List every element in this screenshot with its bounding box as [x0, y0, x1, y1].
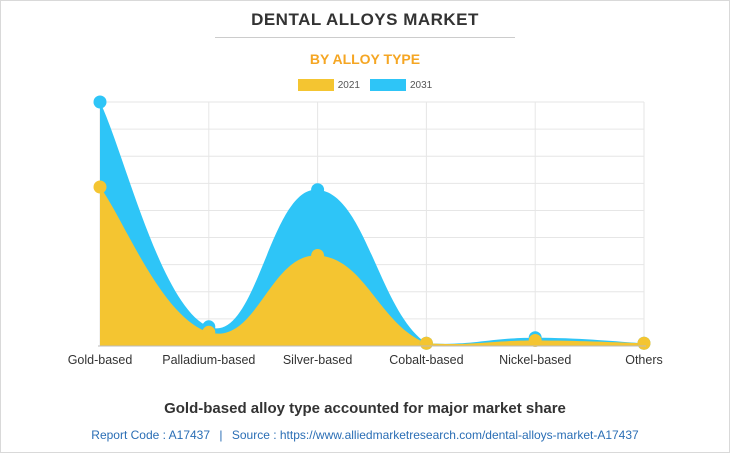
data-point-2021	[202, 325, 216, 339]
chart-caption: Gold-based alloy type accounted for majo…	[164, 400, 566, 417]
data-point-2021	[528, 334, 542, 348]
x-tick-label: Palladium-based	[162, 353, 255, 367]
source-link[interactable]: Source : https://www.alliedmarketresearc…	[231, 428, 639, 442]
source-footer: Report Code : A17437 | Source : https://…	[0, 428, 730, 442]
legend-swatch-2031	[370, 79, 406, 91]
chart-legend: 2021 2031	[0, 79, 730, 91]
x-tick-label: Gold-based	[68, 353, 133, 367]
legend-swatch-2021	[297, 79, 334, 91]
data-point-2031	[311, 183, 325, 197]
x-tick-label: Silver-based	[283, 353, 353, 367]
title-divider	[215, 37, 515, 38]
data-point-2021	[419, 336, 433, 350]
data-point-2021	[93, 180, 107, 194]
data-point-2021	[637, 336, 651, 350]
x-tick-label: Others	[625, 353, 663, 367]
data-point-2021	[311, 249, 325, 263]
legend-label-2021: 2021	[337, 79, 360, 91]
legend-label-2031: 2031	[410, 79, 433, 91]
x-tick-label: Cobalt-based	[389, 353, 463, 367]
x-tick-label: Nickel-based	[499, 353, 571, 367]
chart-title: DENTAL ALLOYS MARKET	[251, 10, 479, 29]
area-series-2021	[100, 186, 644, 346]
report-code: Report Code : A17437	[91, 428, 211, 442]
legend-item-2031[interactable]: 2031	[370, 79, 432, 91]
footer-separator: |	[219, 428, 223, 442]
data-point-2031	[93, 95, 107, 109]
legend-item-2021[interactable]: 2021	[297, 79, 360, 91]
chart-subtitle: BY ALLOY TYPE	[309, 51, 421, 67]
